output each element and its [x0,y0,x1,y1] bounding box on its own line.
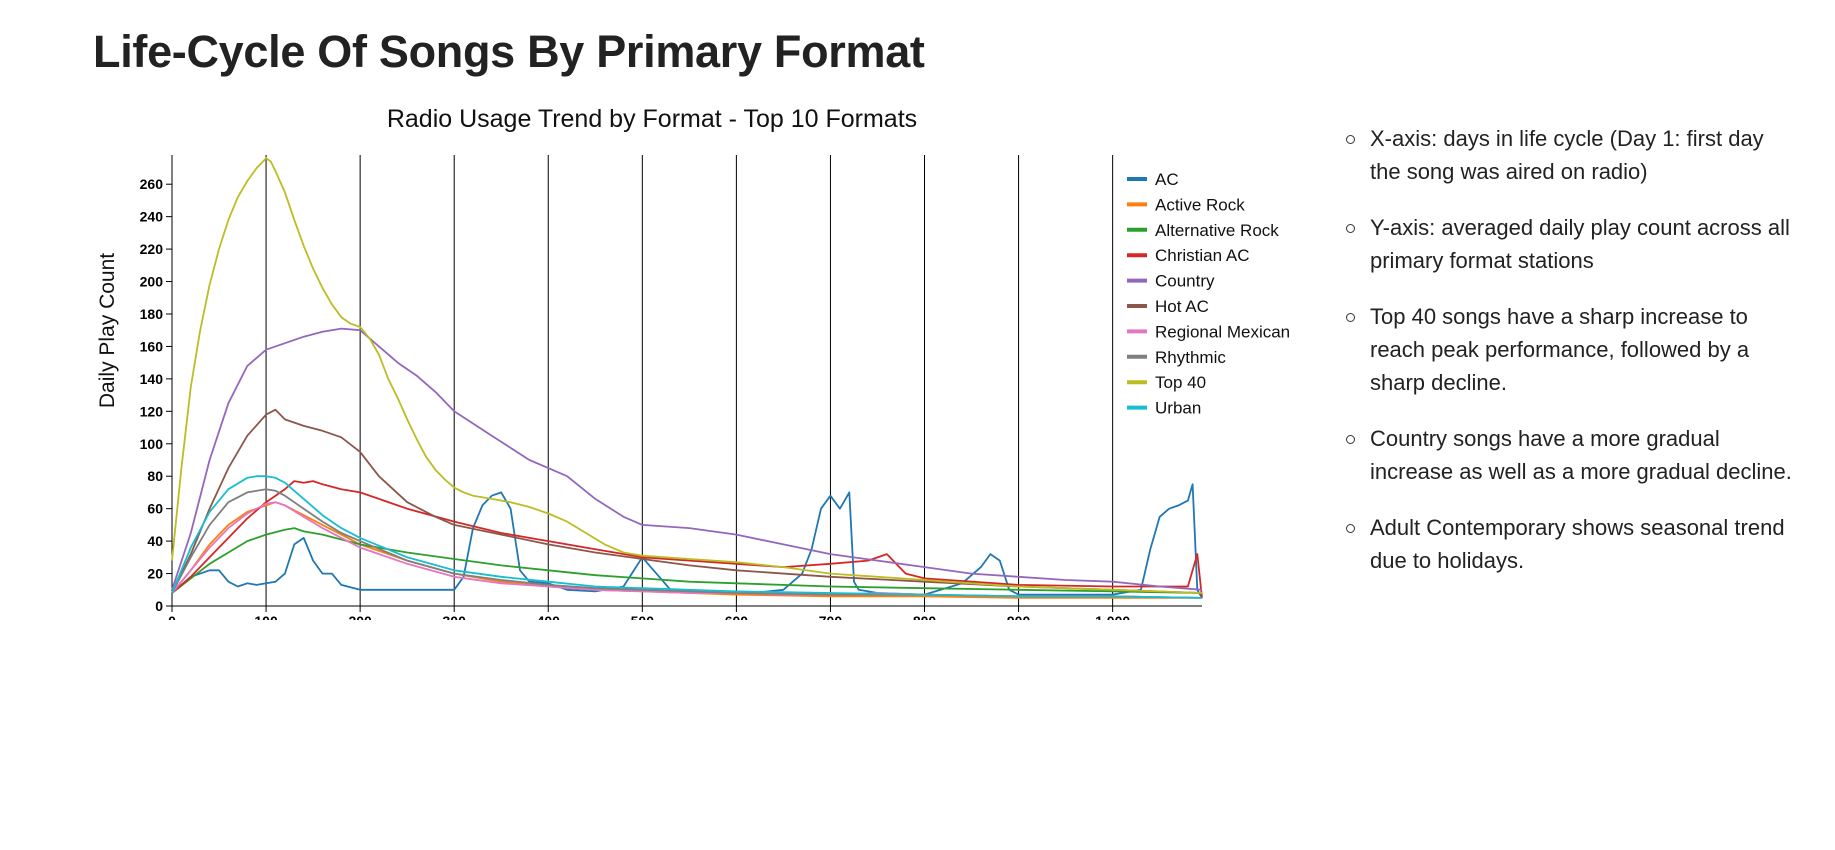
x-tick-label: 0 [168,613,176,620]
note-text: Y-axis: averaged daily play count across… [1370,215,1790,273]
y-tick-label: 200 [140,274,164,290]
x-tick-label: 100 [254,613,278,620]
note-item: Y-axis: averaged daily play count across… [1346,211,1800,277]
y-tick-label: 220 [140,241,164,257]
note-item: Country songs have a more gradual increa… [1346,422,1800,488]
y-tick-label: 80 [147,468,163,484]
y-tick-label: 120 [140,403,164,419]
x-tick-label: 800 [913,613,937,620]
line-chart: Radio Usage Trend by Format - Top 10 For… [96,105,1290,620]
notes-list: X-axis: days in life cycle (Day 1: first… [1340,122,1800,600]
series-line-rhythmic [171,488,1203,599]
note-text: Adult Contemporary shows seasonal trend … [1370,515,1785,573]
chart-plot-area [171,157,1203,599]
series-line-regional-mexican [171,501,1203,599]
y-tick-label: 40 [147,533,163,549]
chart-legend: AC Active Rock Alternative Rock Christian A… [1127,170,1290,418]
note-text: X-axis: days in life cycle (Day 1: first… [1370,126,1764,184]
note-text: Top 40 songs have a sharp increase to re… [1370,304,1750,395]
x-tick-label: 300 [443,613,467,620]
note-item: Top 40 songs have a sharp increase to re… [1346,300,1800,399]
y-axis-label: Daily Play Count [96,253,119,408]
y-tick-label: 140 [140,371,164,387]
bullet-icon [1346,224,1355,233]
series-line-alternative-rock [171,527,1203,594]
y-tick-label: 60 [147,501,163,517]
y-tick-label: 100 [140,436,164,452]
x-tick-label: 700 [819,613,843,620]
y-tick-label: 160 [140,338,164,354]
legend-label: Regional Mexican [1155,322,1290,341]
y-tick-label: 20 [147,566,163,582]
note-item: Adult Contemporary shows seasonal trend … [1346,511,1800,577]
x-tick-label: 600 [725,613,749,620]
series-line-country [171,327,1203,591]
legend-label: Rhythmic [1155,348,1226,367]
series-line-christian-ac [171,480,1203,598]
legend-label: Country [1155,272,1215,291]
legend-label: Hot AC [1155,297,1209,316]
legend-label: Alternative Rock [1155,221,1279,240]
legend-label: Urban [1155,399,1201,418]
series-line-active-rock [171,501,1202,599]
bullet-icon [1346,435,1355,444]
series-line-top-40 [171,157,1203,594]
bullet-icon [1346,135,1355,144]
y-tick-label: 240 [140,209,164,225]
x-tick-label: 900 [1007,613,1031,620]
legend-label: AC [1155,170,1179,189]
chart-axes: 0 20 40 60 80 100 120 140 160 180 200 220 240 260 0 100… [140,155,1202,620]
y-tick-label: 260 [140,176,164,192]
bullet-icon [1346,313,1355,322]
y-tick-label: 0 [155,598,163,614]
x-tick-label: 500 [631,613,655,620]
x-tick-label: 400 [537,613,561,620]
note-item: X-axis: days in life cycle (Day 1: first… [1346,122,1800,188]
legend-label: Christian AC [1155,246,1249,265]
chart-title: Radio Usage Trend by Format - Top 10 For… [387,105,917,133]
series-line-urban [171,475,1203,599]
series-line-ac [171,483,1203,599]
legend-label: Top 40 [1155,373,1206,392]
bullet-icon [1346,524,1355,533]
x-tick-label: 200 [348,613,372,620]
page-title: Life-Cycle Of Songs By Primary Format [93,26,925,77]
chart-gridlines [265,155,1114,606]
series-line-hot-ac [171,408,1203,594]
chart-container: Radio Usage Trend by Format - Top 10 For… [90,100,1330,620]
legend-label: Active Rock [1155,195,1245,214]
y-tick-label: 180 [140,306,164,322]
x-tick-label: 1,000 [1095,613,1130,620]
note-text: Country songs have a more gradual increa… [1370,426,1792,484]
